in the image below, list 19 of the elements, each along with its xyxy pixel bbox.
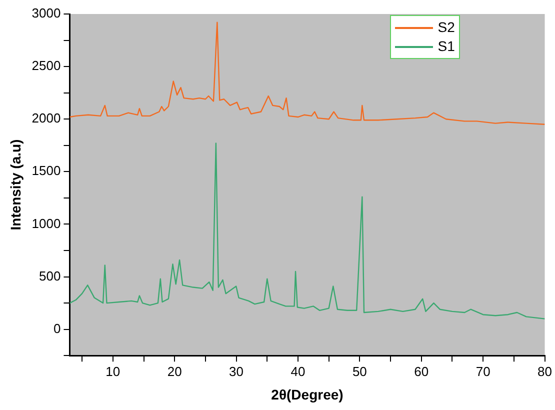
y-tick-label: 2500 [32, 58, 61, 74]
y-tick-label: 500 [39, 268, 61, 284]
y-tick-label: 1000 [32, 216, 61, 231]
x-tick-label: 30 [229, 364, 244, 379]
x-tick-label: 60 [414, 364, 429, 379]
y-tick-label: 0 [53, 320, 61, 336]
y-tick-label: 3000 [32, 6, 61, 21]
y-tick-label: 2000 [32, 110, 61, 126]
x-tick-label: 40 [290, 364, 306, 379]
x-axis-title: 2θ(Degree) [271, 386, 344, 402]
x-tick-label: 10 [106, 364, 120, 379]
legend-label: S2 [438, 18, 455, 37]
legend-label: S1 [438, 37, 455, 56]
y-tick-label: 1500 [32, 163, 61, 178]
x-tick-label: 80 [538, 364, 552, 379]
y-axis-title: Intensity (a.u) [7, 139, 24, 230]
x-tick-label: 20 [167, 364, 182, 379]
x-tick-label: 50 [352, 364, 367, 379]
x-tick-label: 70 [476, 364, 490, 379]
